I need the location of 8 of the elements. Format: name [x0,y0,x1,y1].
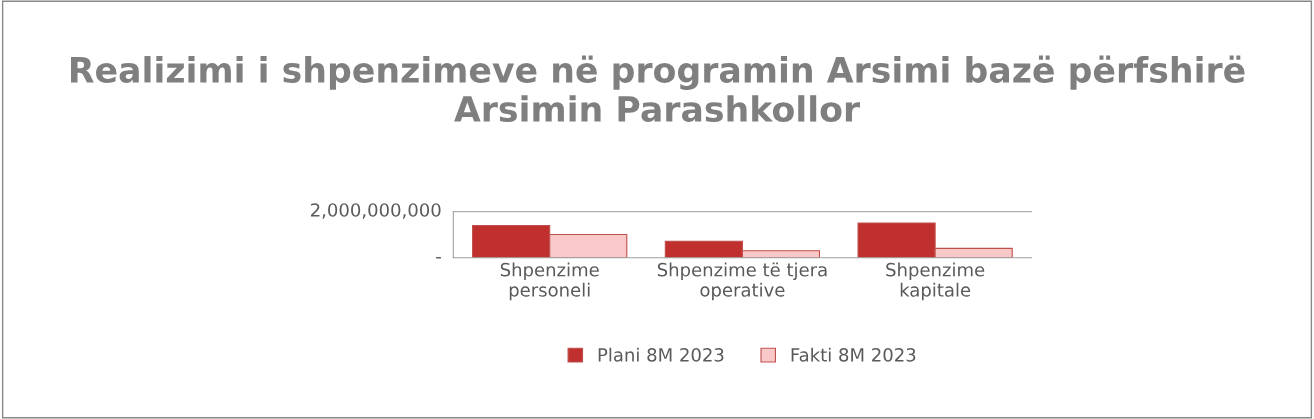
x-tick-label: Shpenzime personeli [500,262,599,301]
chart-title: Realizimi i shpenzimeve në programin Arsimi bazë përfshirë Arsimin Parashkollor [71,55,1245,123]
legend-label: Plani 8M 2023 [598,347,724,362]
text: - [436,257,441,259]
text: 2,000,000,000 [311,203,441,219]
x-tick-label: Shpenzime të tjera operative [657,262,827,301]
legend-label: Fakti 8M 2023 [791,347,916,362]
x-tick-label: Shpenzime kapitale [886,262,985,301]
